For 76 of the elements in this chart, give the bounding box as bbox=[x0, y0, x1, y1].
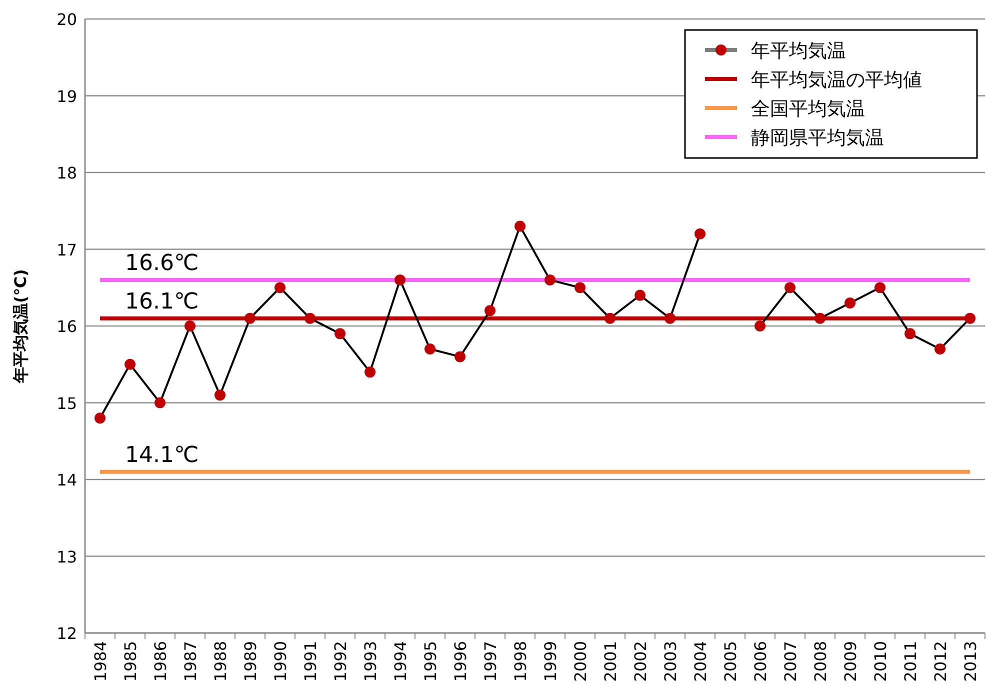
point bbox=[694, 228, 706, 240]
point bbox=[904, 328, 916, 340]
annotation: 16.6℃ bbox=[125, 250, 199, 276]
x-tick-label: 2003 bbox=[661, 641, 680, 682]
y-tick-label: 12 bbox=[56, 624, 77, 643]
legend-label: 年平均気温 bbox=[751, 40, 846, 62]
point bbox=[124, 358, 136, 370]
y-tick-label: 18 bbox=[56, 164, 77, 182]
x-tick-label: 1994 bbox=[391, 641, 410, 682]
point bbox=[454, 351, 466, 362]
point bbox=[754, 320, 766, 332]
point bbox=[274, 282, 286, 294]
point bbox=[664, 312, 676, 324]
point bbox=[574, 282, 586, 294]
y-axis-title: 年平均気温(℃) bbox=[11, 269, 30, 384]
point bbox=[94, 412, 106, 424]
x-tick-label: 1999 bbox=[541, 641, 560, 682]
x-tick-label: 1986 bbox=[151, 641, 170, 682]
point bbox=[604, 312, 616, 324]
point bbox=[844, 297, 856, 308]
x-tick-label: 1988 bbox=[211, 641, 230, 682]
point bbox=[244, 312, 256, 324]
x-tick-label: 1996 bbox=[451, 641, 470, 682]
x-tick-label: 2012 bbox=[931, 641, 950, 682]
annotation: 14.1℃ bbox=[125, 442, 199, 468]
x-tick-label: 2005 bbox=[721, 641, 740, 682]
y-tick-label: 16 bbox=[56, 317, 77, 336]
x-tick-label: 1991 bbox=[301, 641, 320, 682]
point bbox=[184, 320, 196, 332]
point bbox=[394, 274, 406, 286]
y-tick-label: 19 bbox=[56, 86, 77, 106]
point bbox=[214, 390, 226, 401]
point bbox=[964, 312, 976, 324]
x-tick-label: 1997 bbox=[481, 641, 500, 682]
annotation: 16.1℃ bbox=[125, 289, 199, 314]
point bbox=[634, 290, 646, 301]
x-tick-label: 2009 bbox=[841, 641, 860, 682]
x-tick-label: 2007 bbox=[781, 641, 800, 682]
x-tick-label: 2011 bbox=[901, 641, 920, 682]
x-tick-label: 1987 bbox=[181, 641, 200, 682]
legend-label: 全国平均気温 bbox=[751, 98, 865, 120]
point bbox=[514, 220, 526, 232]
legend-label: 静岡県平均気温 bbox=[751, 127, 884, 149]
legend-label: 年平均気温の平均値 bbox=[751, 69, 922, 91]
point bbox=[334, 328, 346, 340]
point bbox=[484, 305, 496, 316]
x-tick-label: 1992 bbox=[331, 641, 350, 682]
x-tick-label: 2010 bbox=[871, 641, 890, 682]
y-tick-label: 17 bbox=[56, 240, 77, 260]
y-tick-label: 13 bbox=[56, 547, 77, 566]
point bbox=[934, 344, 946, 355]
x-tick-label: 1995 bbox=[421, 641, 440, 682]
x-tick-label: 2002 bbox=[631, 641, 650, 682]
point bbox=[364, 366, 376, 378]
x-tick-label: 2000 bbox=[571, 641, 590, 682]
y-tick-label: 15 bbox=[56, 394, 77, 413]
point bbox=[154, 397, 166, 408]
point bbox=[784, 282, 796, 294]
x-tick-label: 1993 bbox=[361, 641, 380, 682]
y-tick-label: 20 bbox=[56, 10, 77, 29]
point bbox=[424, 344, 436, 355]
x-tick-label: 2008 bbox=[811, 641, 830, 682]
x-tick-label: 1984 bbox=[91, 641, 110, 682]
point bbox=[874, 282, 886, 294]
x-tick-label: 2013 bbox=[961, 641, 980, 682]
x-tick-label: 1985 bbox=[121, 641, 140, 682]
x-tick-label: 1998 bbox=[511, 641, 530, 682]
point bbox=[304, 312, 316, 324]
x-tick-label: 1989 bbox=[241, 641, 260, 682]
y-tick-label: 14 bbox=[56, 470, 77, 490]
x-tick-label: 2004 bbox=[691, 641, 710, 682]
point bbox=[544, 274, 556, 286]
x-tick-label: 2006 bbox=[751, 641, 770, 682]
point bbox=[814, 312, 826, 324]
x-tick-label: 2001 bbox=[601, 641, 620, 682]
x-tick-label: 1990 bbox=[271, 641, 290, 682]
